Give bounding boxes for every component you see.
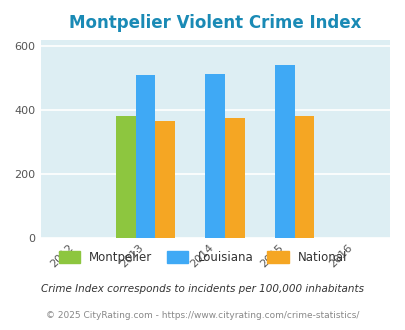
Bar (155, 121, 174, 238)
Text: © 2025 CityRating.com - https://www.cityrating.com/crime-statistics/: © 2025 CityRating.com - https://www.city… (46, 312, 359, 320)
Legend: Montpelier, Louisiana, National: Montpelier, Louisiana, National (55, 248, 350, 267)
Bar (224, 118, 244, 238)
Bar (116, 115, 135, 238)
Bar (135, 75, 155, 238)
Bar (205, 74, 224, 238)
Title: Montpelier Violent Crime Index: Montpelier Violent Crime Index (69, 15, 360, 32)
Text: Crime Index corresponds to incidents per 100,000 inhabitants: Crime Index corresponds to incidents per… (41, 284, 364, 294)
Bar (275, 65, 294, 238)
Bar (294, 115, 313, 238)
